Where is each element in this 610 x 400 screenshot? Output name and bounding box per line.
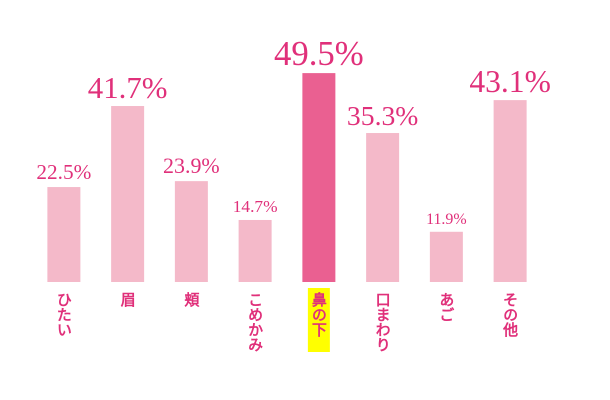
value-label: 11.9% — [426, 211, 467, 228]
value-label: 41.7% — [88, 71, 168, 105]
value-label: 23.9% — [163, 153, 220, 178]
highlight-box — [307, 288, 330, 352]
x-tick-label: ひたい — [55, 292, 73, 337]
value-label: 43.1% — [469, 64, 551, 99]
x-tick-label: 口まわり — [374, 292, 392, 352]
x-tick-label: その他 — [501, 292, 519, 338]
bar — [238, 219, 272, 282]
value-label: 22.5% — [36, 160, 91, 184]
bar — [429, 231, 463, 282]
bar — [47, 187, 81, 282]
value-label: 49.5% — [274, 34, 364, 73]
bar — [493, 100, 527, 282]
bar — [302, 73, 336, 282]
bar — [111, 106, 145, 282]
value-label: 35.3% — [347, 100, 418, 131]
x-tick-label: 頬 — [182, 291, 200, 308]
bar — [174, 181, 208, 282]
x-tick-label: 眉 — [119, 292, 137, 308]
bar — [366, 133, 400, 282]
x-tick-label: あご — [437, 292, 455, 322]
x-tick-label: こめかみ — [246, 292, 264, 352]
value-label: 14.7% — [233, 197, 278, 216]
x-tick-label: 鼻の下 — [310, 291, 328, 338]
